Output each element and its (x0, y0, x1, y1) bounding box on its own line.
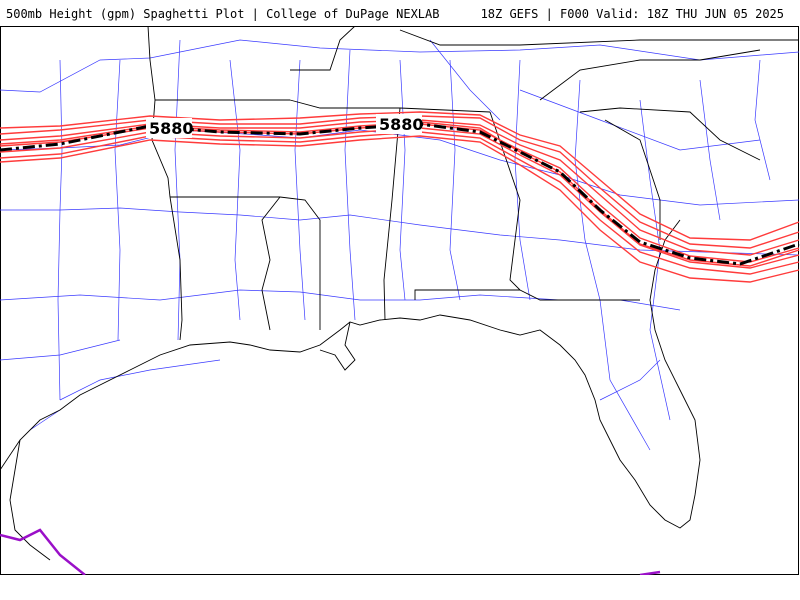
model-run-info: 18Z GEFS | F000 Valid: 18Z THU JUN 05 20… (480, 7, 784, 21)
coastline (0, 219, 701, 561)
map-canvas: 5880 5880 (0, 26, 800, 575)
header-bar: 500mb Height (gpm) Spaghetti Plot | Coll… (0, 0, 800, 26)
contour-label-bg-2 (376, 114, 422, 134)
plot-title: 500mb Height (gpm) Spaghetti Plot | Coll… (6, 7, 440, 21)
contour-label-5880-east: 5880 (379, 115, 424, 134)
secondary-contour (0, 528, 86, 575)
state-borders (147, 26, 799, 341)
contour-label-5880-west: 5880 (149, 119, 194, 138)
highway-network (0, 39, 800, 451)
secondary-contour-2 (639, 570, 661, 575)
contour-label-bg-1 (146, 118, 192, 138)
ensemble-mean-contour (0, 122, 800, 266)
map-frame (0, 26, 799, 575)
